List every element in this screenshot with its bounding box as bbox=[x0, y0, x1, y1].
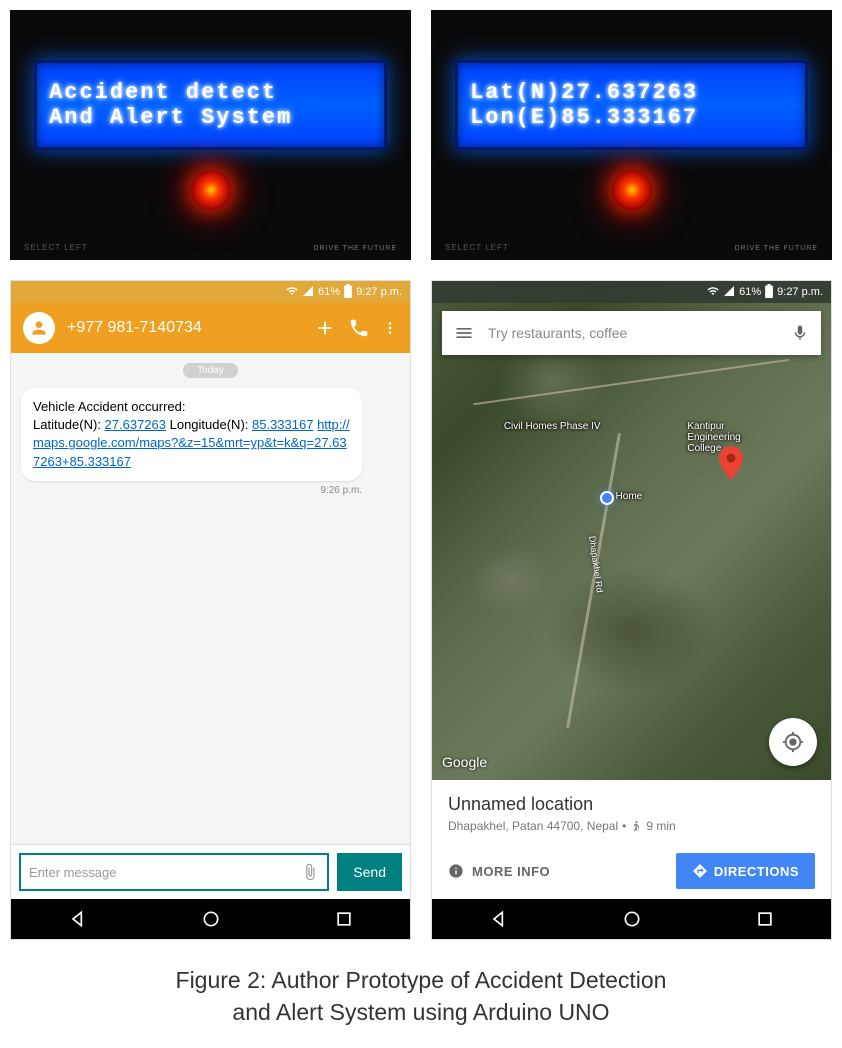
location-subtitle: Dhapakhel, Patan 44700, Nepal • 9 min bbox=[448, 819, 815, 833]
date-pill: Today bbox=[183, 363, 238, 378]
lcd-panel-1: Accident detect And Alert System SELECT … bbox=[10, 10, 411, 260]
lcd1-line1: Accident detect bbox=[49, 80, 372, 105]
board-label-right-2: DRIVE THE FUTURE bbox=[734, 245, 818, 252]
msg-lon[interactable]: 85.333167 bbox=[252, 417, 313, 432]
status-led-2 bbox=[612, 170, 652, 210]
message-input[interactable]: Enter message bbox=[19, 853, 329, 891]
google-logo: Google bbox=[442, 754, 487, 770]
lcd-screen-2: Lat(N)27.637263 Lon(E)85.333167 bbox=[455, 60, 808, 150]
caption-line1: Figure 2: Author Prototype of Accident D… bbox=[176, 967, 667, 993]
mic-icon[interactable] bbox=[791, 324, 809, 342]
sms-body: Today Vehicle Accident occurred: Latitud… bbox=[11, 353, 410, 844]
map-actions: MORE INFO DIRECTIONS bbox=[432, 843, 831, 899]
msg-lat-label: Latitude(N): bbox=[33, 417, 105, 432]
msg-time: 9:26 p.m. bbox=[21, 485, 362, 496]
caption-line2: and Alert System using Arduino UNO bbox=[232, 999, 609, 1025]
sms-phone: 61% 9:27 p.m. +977 981-7140734 Today Veh… bbox=[10, 280, 411, 940]
home-icon[interactable] bbox=[622, 909, 642, 929]
recent-icon[interactable] bbox=[755, 909, 775, 929]
board-label-left: SELECT LEFT bbox=[24, 243, 88, 252]
location-address: Dhapakhel, Patan 44700, Nepal bbox=[448, 819, 618, 833]
map-searchbox[interactable]: Try restaurants, coffee bbox=[442, 311, 821, 355]
more-info-label: MORE INFO bbox=[472, 864, 550, 879]
back-icon[interactable] bbox=[68, 909, 88, 929]
android-navbar-map bbox=[432, 899, 831, 939]
directions-icon bbox=[692, 863, 708, 879]
more-info-button[interactable]: MORE INFO bbox=[448, 863, 550, 879]
sms-message[interactable]: Vehicle Accident occurred: Latitude(N): … bbox=[21, 388, 362, 481]
msg-lat[interactable]: 27.637263 bbox=[105, 417, 166, 432]
attach-icon[interactable] bbox=[301, 863, 319, 881]
place-home[interactable]: Home bbox=[616, 491, 643, 502]
battery-pct-map: 61% bbox=[739, 286, 761, 298]
info-icon bbox=[448, 863, 464, 879]
signal-icon bbox=[302, 285, 314, 300]
home-icon[interactable] bbox=[201, 909, 221, 929]
board-label-right: DRIVE THE FUTURE bbox=[313, 245, 397, 252]
battery-icon bbox=[344, 284, 352, 301]
bullet: • bbox=[622, 819, 626, 833]
location-pin[interactable] bbox=[719, 446, 743, 480]
map-view[interactable]: 61% 9:27 p.m. Try restaurants, coffee Ci… bbox=[432, 281, 831, 780]
home-marker[interactable] bbox=[600, 491, 614, 505]
recent-icon[interactable] bbox=[334, 909, 354, 929]
map-terrain bbox=[432, 281, 831, 780]
place-civil[interactable]: Civil Homes Phase IV bbox=[504, 421, 601, 432]
msg-lon-label: Longitude(N): bbox=[166, 417, 252, 432]
send-button[interactable]: Send bbox=[337, 853, 402, 891]
battery-icon bbox=[765, 284, 773, 301]
input-placeholder: Enter message bbox=[29, 865, 116, 880]
directions-button[interactable]: DIRECTIONS bbox=[676, 853, 815, 889]
sms-input-row: Enter message Send bbox=[11, 844, 410, 899]
directions-label: DIRECTIONS bbox=[714, 864, 799, 879]
phone-number[interactable]: +977 981-7140734 bbox=[67, 319, 302, 337]
walk-icon bbox=[630, 820, 642, 832]
location-title: Unnamed location bbox=[448, 794, 815, 815]
lcd2-line2: Lon(E)85.333167 bbox=[470, 105, 793, 130]
wifi-icon bbox=[286, 285, 298, 300]
search-placeholder: Try restaurants, coffee bbox=[488, 325, 777, 341]
more-icon[interactable] bbox=[382, 317, 398, 339]
lcd2-line1: Lat(N)27.637263 bbox=[470, 80, 793, 105]
lcd-screen-1: Accident detect And Alert System bbox=[34, 60, 387, 150]
clock: 9:27 p.m. bbox=[356, 286, 402, 298]
figure-caption: Figure 2: Author Prototype of Accident D… bbox=[0, 950, 842, 1048]
contact-avatar[interactable] bbox=[23, 312, 55, 344]
lcd1-line2: And Alert System bbox=[49, 105, 372, 130]
call-icon[interactable] bbox=[348, 317, 370, 339]
clock-map: 9:27 p.m. bbox=[777, 286, 823, 298]
add-contact-icon[interactable] bbox=[314, 317, 336, 339]
android-navbar bbox=[11, 899, 410, 939]
map-footer: Unnamed location Dhapakhel, Patan 44700,… bbox=[432, 780, 831, 843]
msg-intro: Vehicle Accident occurred: bbox=[33, 399, 185, 414]
signal-icon bbox=[723, 285, 735, 300]
wifi-icon bbox=[707, 285, 719, 300]
walk-time: 9 min bbox=[646, 819, 675, 833]
battery-pct: 61% bbox=[318, 286, 340, 298]
statusbar-map: 61% 9:27 p.m. bbox=[432, 281, 831, 303]
statusbar: 61% 9:27 p.m. bbox=[11, 281, 410, 303]
map-phone: 61% 9:27 p.m. Try restaurants, coffee Ci… bbox=[431, 280, 832, 940]
sms-header: +977 981-7140734 bbox=[11, 303, 410, 353]
back-icon[interactable] bbox=[489, 909, 509, 929]
status-led bbox=[191, 170, 231, 210]
locate-button[interactable] bbox=[769, 718, 817, 766]
board-label-left-2: SELECT LEFT bbox=[445, 243, 509, 252]
lcd-panel-2: Lat(N)27.637263 Lon(E)85.333167 SELECT L… bbox=[431, 10, 832, 260]
menu-icon[interactable] bbox=[454, 323, 474, 343]
